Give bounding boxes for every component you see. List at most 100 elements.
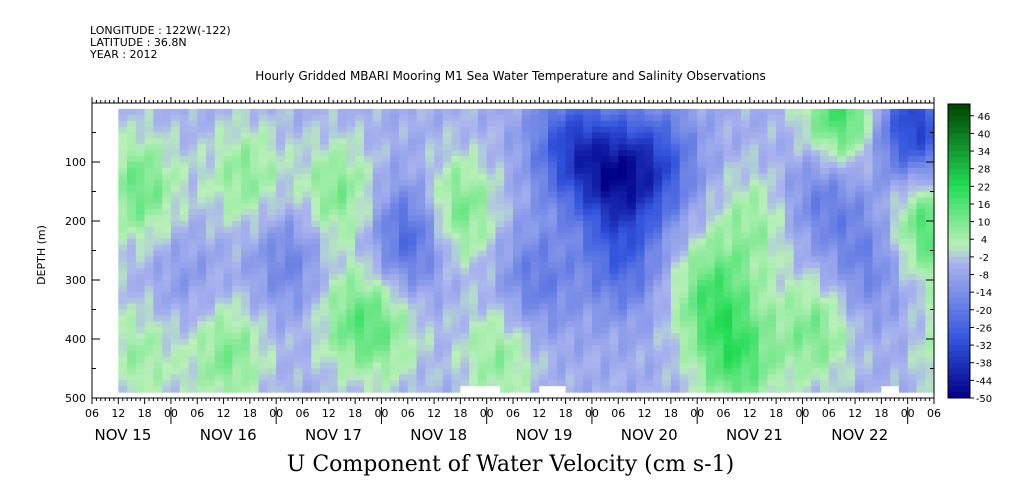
heatmap-cell <box>179 380 190 387</box>
heatmap-cell <box>583 162 593 169</box>
heatmap-cell <box>776 386 786 393</box>
heatmap-cell <box>732 150 742 157</box>
heatmap-cell <box>732 315 742 322</box>
heatmap-cell <box>241 209 251 216</box>
heatmap-cell <box>214 356 225 364</box>
heatmap-cell <box>907 126 918 134</box>
heatmap-cell <box>381 274 391 281</box>
heatmap-cell <box>881 126 891 134</box>
heatmap-cell <box>390 179 400 187</box>
heatmap-cell <box>241 167 251 175</box>
heatmap-cell <box>793 268 804 275</box>
heatmap-cell <box>170 215 181 222</box>
heatmap-cell <box>653 144 663 151</box>
heatmap-cell <box>486 167 497 175</box>
heatmap-cell <box>442 203 453 210</box>
heatmap-cell <box>732 297 742 305</box>
heatmap-cell <box>232 303 242 311</box>
heatmap-cell <box>758 280 768 287</box>
heatmap-cell <box>662 356 672 364</box>
heatmap-cell <box>925 144 935 151</box>
heatmap-cell <box>723 256 733 263</box>
heatmap-cell <box>539 250 549 257</box>
heatmap-cell <box>635 185 646 193</box>
heatmap-cell <box>741 156 751 163</box>
heatmap-cell <box>855 350 865 358</box>
heatmap-cell <box>846 156 856 163</box>
heatmap-cell <box>925 380 935 387</box>
heatmap-cell <box>118 321 128 328</box>
heatmap-cell <box>434 321 444 328</box>
heatmap-cell <box>723 191 733 198</box>
heatmap-cell <box>670 108 681 116</box>
heatmap-cell <box>407 386 418 393</box>
heatmap-cell <box>232 356 242 364</box>
heatmap-cell <box>556 274 567 281</box>
heatmap-cell <box>284 285 295 293</box>
heatmap-cell <box>355 167 365 175</box>
heatmap-cell <box>591 344 602 352</box>
heatmap-cell <box>872 167 882 175</box>
heatmap-cell <box>346 232 356 240</box>
heatmap-cell <box>784 374 795 381</box>
heatmap-cell <box>469 250 479 257</box>
heatmap-cell <box>504 333 514 340</box>
x-hour-tick-label: 06 <box>190 407 204 420</box>
heatmap-cell <box>556 321 567 328</box>
heatmap-cell <box>723 285 733 293</box>
heatmap-cell <box>241 362 251 370</box>
heatmap-cell <box>162 380 172 387</box>
heatmap-cell <box>767 268 777 275</box>
heatmap-cell <box>749 262 760 269</box>
heatmap-cell <box>328 250 339 257</box>
heatmap-cell <box>644 144 654 151</box>
heatmap-cell <box>565 221 575 228</box>
heatmap-cell <box>556 232 567 240</box>
heatmap-cell <box>127 244 137 252</box>
heatmap-cell <box>416 173 426 181</box>
heatmap-cell <box>837 238 847 246</box>
heatmap-cell <box>355 108 365 116</box>
heatmap-cell <box>539 327 549 334</box>
heatmap-cell <box>653 150 663 157</box>
heatmap-cell <box>127 303 137 311</box>
heatmap-cell <box>267 321 277 328</box>
heatmap-cell <box>434 262 444 269</box>
heatmap-cell <box>758 221 768 228</box>
heatmap-cell <box>811 380 821 387</box>
heatmap-cell <box>416 167 426 175</box>
heatmap-cell <box>127 291 137 299</box>
heatmap-cell <box>811 173 821 181</box>
heatmap-cell <box>662 197 672 204</box>
heatmap-cell <box>907 132 918 139</box>
heatmap-cell <box>776 203 786 210</box>
heatmap-cell <box>793 238 804 246</box>
heatmap-cell <box>618 256 628 263</box>
heatmap-cell <box>644 256 654 263</box>
heatmap-cell <box>855 226 865 234</box>
heatmap-cell <box>855 344 865 352</box>
heatmap-cell <box>776 280 786 287</box>
heatmap-cell <box>170 309 181 316</box>
heatmap-cell <box>890 185 900 193</box>
heatmap-cell <box>688 280 698 287</box>
heatmap-cell <box>249 191 260 198</box>
heatmap-cell <box>767 150 777 157</box>
heatmap-cell <box>135 291 146 299</box>
heatmap-cell <box>162 167 172 175</box>
heatmap-cell <box>258 126 269 134</box>
heatmap-cell <box>302 380 312 387</box>
heatmap-cell <box>486 368 497 375</box>
heatmap-cell <box>828 226 839 234</box>
heatmap-cell <box>732 209 742 216</box>
heatmap-cell <box>776 339 786 346</box>
heatmap-cell <box>705 132 716 139</box>
heatmap-cell <box>179 321 190 328</box>
heatmap-cell <box>767 197 777 204</box>
heatmap-cell <box>162 156 172 163</box>
heatmap-cell <box>548 150 558 157</box>
heatmap-cell <box>898 150 909 157</box>
heatmap-cell <box>548 291 558 299</box>
heatmap-cell <box>346 209 356 216</box>
heatmap-cell <box>477 150 488 157</box>
